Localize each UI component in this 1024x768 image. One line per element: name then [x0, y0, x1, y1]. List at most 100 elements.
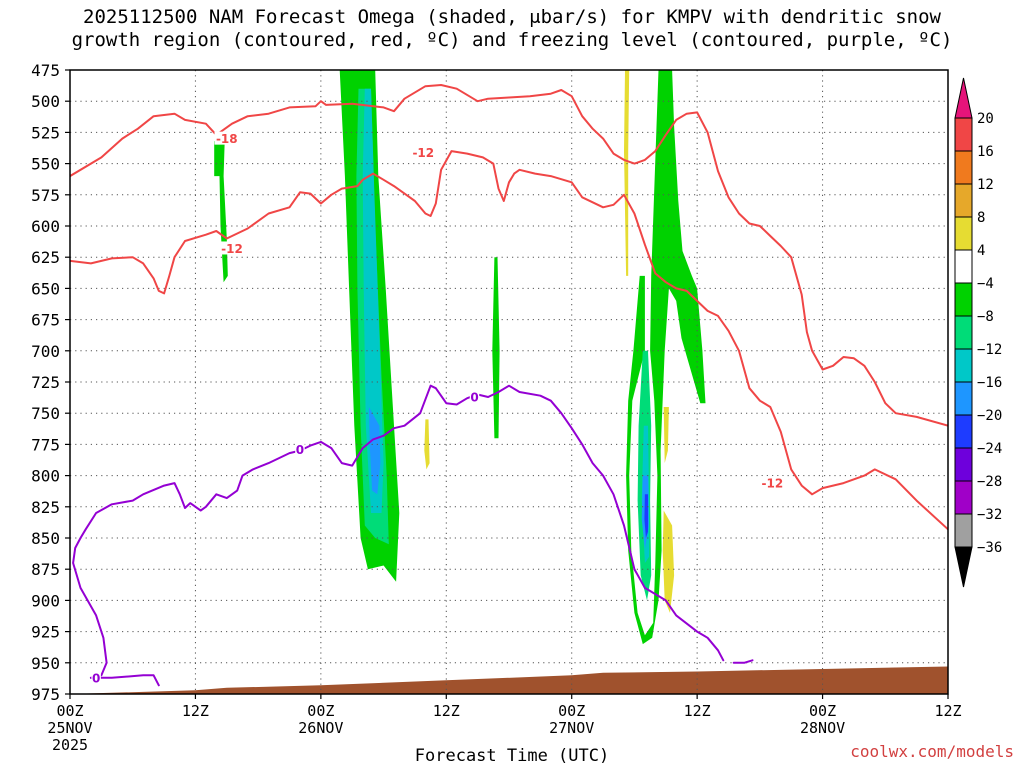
colorbar-label-9: −20	[977, 408, 1002, 424]
colorbar-band-9	[954, 414, 973, 449]
y-tick-label-725: 725	[31, 373, 60, 392]
contour-label-3: -12	[762, 477, 784, 491]
colorbar-band-7	[954, 348, 973, 383]
colorbar-label-0: 20	[977, 111, 994, 127]
contour-label-bg-1	[219, 241, 245, 255]
y-tick-label-875: 875	[31, 560, 60, 579]
contour-label-bg-3	[760, 476, 785, 490]
omega-region-6	[626, 70, 706, 645]
y-tick-label-975: 975	[31, 685, 60, 704]
colorbar: 20 16 12 8 4 −4 −8 −12 −16 −20 −24 −28 −32 −36	[954, 77, 1002, 588]
terrain-layer	[70, 666, 948, 694]
colorbar-band-10	[954, 447, 973, 482]
omega-region-10	[644, 494, 648, 538]
y-tick-label-700: 700	[31, 342, 60, 361]
colorbar-band-5	[954, 282, 973, 317]
colorbar-top-arrow	[954, 77, 973, 119]
omega-region-14	[424, 419, 430, 470]
x-tick-label-36-0: 12Z	[433, 702, 460, 720]
y-tick-label-475: 475	[31, 61, 60, 80]
chart-title: 2025112500 NAM Forecast Omega (shaded, μ…	[0, 6, 1024, 52]
contour-line-3	[89, 674, 160, 687]
contour-label-4: 0	[296, 443, 304, 457]
colorbar-label-5: −4	[977, 276, 994, 292]
colorbar-label-1: 16	[977, 144, 994, 160]
y-tick-label-575: 575	[31, 186, 60, 205]
contour-line-0	[70, 84, 948, 427]
y-tick-label-500: 500	[31, 92, 60, 111]
chart-title-line1: 2025112500 NAM Forecast Omega (shaded, μ…	[83, 6, 941, 28]
x-tick-label-84-0: 12Z	[934, 702, 961, 720]
y-tick-label-750: 750	[31, 404, 60, 423]
y-tick-label-675: 675	[31, 311, 60, 330]
y-tick-label-825: 825	[31, 498, 60, 517]
x-tick-label-0-0: 00Z	[56, 702, 83, 720]
credit-link[interactable]: coolwx.com/models	[850, 742, 1014, 761]
contour-label-5: 0	[470, 390, 478, 404]
y-tick-label-600: 600	[31, 217, 60, 236]
colorbar-label-4: 4	[977, 243, 985, 259]
x-tick-label-12-0: 12Z	[182, 702, 209, 720]
omega-region-12	[663, 407, 669, 464]
omega-region-2	[362, 88, 384, 513]
contour-label-6: 0	[92, 671, 100, 685]
colorbar-label-3: 8	[977, 210, 985, 226]
y-tick-label-900: 900	[31, 591, 60, 610]
contour-label-bg-0	[214, 131, 240, 145]
contour-label-1: -12	[221, 242, 243, 256]
colorbar-band-11	[954, 480, 973, 515]
y-tick-label-925: 925	[31, 623, 60, 642]
x-tick-label-48-0: 00Z	[558, 702, 585, 720]
colorbar-label-10: −24	[977, 441, 1002, 457]
contour-lines	[70, 84, 948, 687]
contour-line-4	[732, 659, 754, 664]
colorbar-band-8	[954, 381, 973, 416]
terrain-fill	[70, 666, 948, 694]
colorbar-band-3	[954, 216, 973, 251]
colorbar-bottom-arrow	[954, 546, 973, 588]
x-tick-label-24-0: 00Z	[307, 702, 334, 720]
colorbar-label-13: −36	[977, 540, 1002, 556]
x-tick-label-60-0: 12Z	[684, 702, 711, 720]
omega-region-3	[368, 407, 381, 495]
colorbar-label-11: −28	[977, 474, 1002, 490]
x-tick-label-24-1: 26NOV	[298, 719, 343, 737]
y-tick-label-550: 550	[31, 155, 60, 174]
x-tick-label-72-0: 00Z	[809, 702, 836, 720]
colorbar-band-0	[954, 117, 973, 152]
x-tick-label-48-1: 27NOV	[549, 719, 594, 737]
x-tick-label-0-1: 25NOV	[47, 719, 92, 737]
colorbar-band-2	[954, 183, 973, 218]
contour-label-bg-4	[295, 442, 305, 456]
y-tick-label-800: 800	[31, 467, 60, 486]
y-axis-ticks: 475 500 525 550 575 600 625 650 675 700 725 750 775 8…	[31, 61, 70, 704]
colorbar-band-12	[954, 513, 973, 548]
contour-label-2: -12	[412, 146, 434, 160]
y-tick-label-525: 525	[31, 123, 60, 142]
colorbar-label-2: 12	[977, 177, 994, 193]
contour-labels: -18 -12 -12 -12 0 0 0	[91, 131, 785, 685]
contour-line-1	[70, 150, 948, 531]
contour-label-bg-6	[91, 670, 101, 684]
colorbar-band-1	[954, 150, 973, 185]
colorbar-label-12: −32	[977, 507, 1002, 523]
x-axis-label: Forecast Time (UTC)	[414, 746, 610, 766]
x-tick-label-0-2: 2025	[52, 736, 88, 754]
contour-line-2	[72, 384, 725, 679]
y-tick-label-950: 950	[31, 654, 60, 673]
x-tick-label-72-1: 28NOV	[800, 719, 845, 737]
chart-title-line2: growth region (contoured, red, ºC) and f…	[71, 29, 953, 51]
y-tick-label-775: 775	[31, 435, 60, 454]
omega-region-11	[624, 70, 630, 276]
colorbar-band-4	[954, 249, 973, 284]
colorbar-label-6: −8	[977, 309, 994, 325]
y-tick-label-650: 650	[31, 279, 60, 298]
contour-label-bg-5	[469, 389, 480, 403]
y-tick-label-625: 625	[31, 248, 60, 267]
contour-label-0: -18	[216, 132, 238, 146]
omega-region-13	[662, 510, 675, 613]
colorbar-label-7: −12	[977, 342, 1002, 358]
contour-label-bg-2	[411, 145, 436, 159]
